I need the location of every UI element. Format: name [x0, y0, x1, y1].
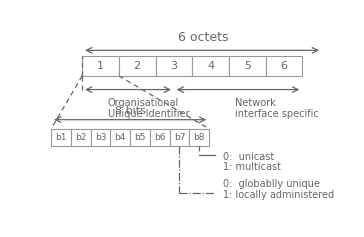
Bar — [266, 56, 302, 76]
Text: b2: b2 — [75, 133, 87, 142]
Bar — [130, 129, 150, 146]
Text: b8: b8 — [194, 133, 205, 142]
Text: 8 bits: 8 bits — [115, 106, 146, 116]
Bar — [189, 129, 209, 146]
Bar — [155, 56, 192, 76]
Text: Network
interface specific: Network interface specific — [234, 98, 318, 119]
Text: b6: b6 — [154, 133, 166, 142]
Bar — [119, 56, 155, 76]
Text: b1: b1 — [55, 133, 67, 142]
Bar — [192, 56, 229, 76]
Text: 0:  unicast: 0: unicast — [223, 152, 274, 162]
Text: 3: 3 — [170, 61, 177, 71]
Bar — [229, 56, 266, 76]
Text: 4: 4 — [207, 61, 214, 71]
Bar — [71, 129, 91, 146]
Bar — [170, 129, 189, 146]
Text: 6 octets: 6 octets — [178, 31, 229, 44]
Text: b3: b3 — [95, 133, 106, 142]
Text: b7: b7 — [174, 133, 185, 142]
Text: Organisational
Unique Identifier: Organisational Unique Identifier — [108, 98, 189, 119]
Text: 5: 5 — [244, 61, 251, 71]
Text: 1: locally administered: 1: locally administered — [223, 190, 335, 200]
Text: 1: 1 — [97, 61, 104, 71]
Text: 1: multicast: 1: multicast — [223, 162, 281, 172]
Text: 2: 2 — [134, 61, 141, 71]
Text: 0:  globablly unique: 0: globablly unique — [223, 179, 320, 189]
Bar — [82, 56, 119, 76]
Text: 6: 6 — [280, 61, 287, 71]
Text: b5: b5 — [134, 133, 146, 142]
Text: b4: b4 — [115, 133, 126, 142]
Bar — [91, 129, 110, 146]
Bar — [51, 129, 71, 146]
Bar — [150, 129, 170, 146]
Bar — [110, 129, 130, 146]
